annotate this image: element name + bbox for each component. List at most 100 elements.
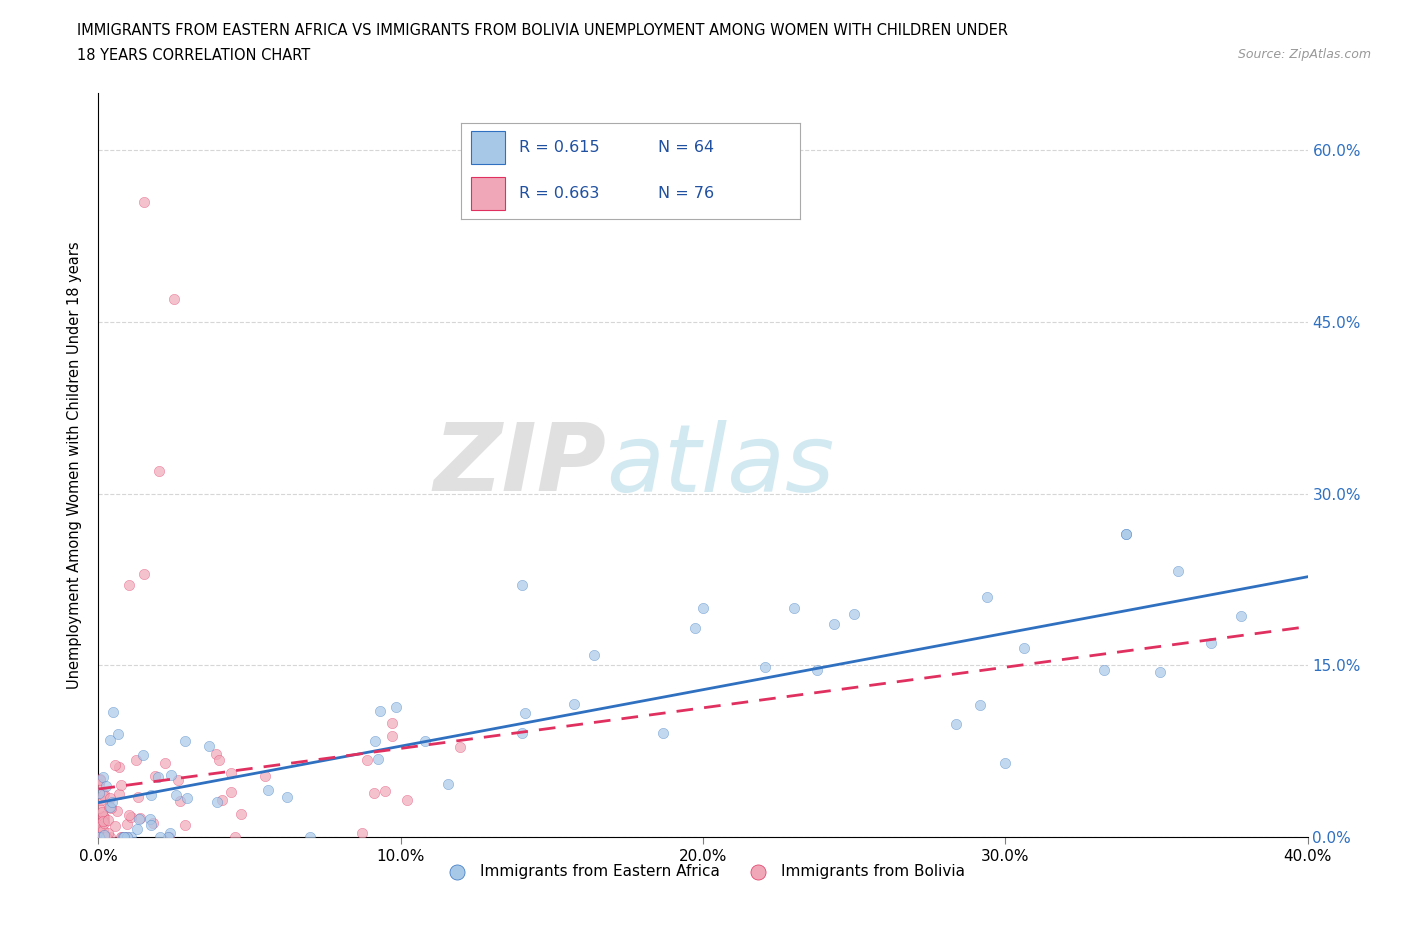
Point [98,830,121,844]
Point [299,830,322,844]
Point [107,726,129,741]
Point [91,823,114,838]
Point [128,811,150,826]
Point [783,601,806,616]
Point [385,700,408,715]
Point [139,812,162,827]
Point [363,786,385,801]
Point [562,697,585,711]
Point [89,773,111,788]
Point [98,790,121,805]
Point [173,817,195,832]
Point [381,716,404,731]
Point [396,792,419,807]
Point [89,772,111,787]
Point [221,765,243,780]
Point [1115,526,1137,541]
Point [169,793,191,808]
Point [211,792,233,807]
Point [157,830,180,844]
Point [1230,608,1253,623]
Point [204,747,226,762]
Point [844,606,866,621]
Point [98,800,121,815]
Point [157,830,180,844]
Point [823,617,845,631]
Point [132,194,155,209]
Text: IMMIGRANTS FROM EASTERN AFRICA VS IMMIGRANTS FROM BOLIVIA UNEMPLOYMENT AMONG WOM: IMMIGRANTS FROM EASTERN AFRICA VS IMMIGR… [77,23,1008,38]
Point [159,767,181,782]
Point [118,578,141,592]
Point [127,790,149,804]
Point [93,809,115,824]
Point [364,734,387,749]
Point [91,805,114,820]
Point [93,830,115,844]
Point [93,830,115,844]
Point [97,813,120,828]
Text: ZIP: ZIP [433,419,606,511]
Point [368,703,391,718]
Point [93,786,115,801]
Point [89,813,111,828]
Point [139,818,162,833]
Point [1167,564,1189,578]
Point [582,648,605,663]
Point [437,777,460,791]
Point [91,830,114,844]
Point [155,755,177,770]
Point [87,801,110,816]
Point [165,788,187,803]
Point [1149,665,1171,680]
Point [93,828,115,843]
Point [120,809,142,824]
Point [1014,640,1036,655]
Point [110,830,132,844]
Text: atlas: atlas [606,419,835,511]
Point [381,728,404,743]
Point [149,830,172,844]
Point [173,734,195,749]
Point [91,814,114,829]
Point [253,768,276,783]
Point [652,725,675,740]
Point [256,782,278,797]
Point [107,760,129,775]
Point [93,830,115,844]
Point [159,825,181,840]
Text: 18 YEARS CORRELATION CHART: 18 YEARS CORRELATION CHART [77,48,311,63]
Point [1094,662,1116,677]
Point [91,788,114,803]
Point [103,704,125,719]
Point [91,830,114,844]
Point [89,830,111,844]
Point [197,739,219,754]
Point [754,659,776,674]
Point [167,772,190,787]
Point [1199,635,1222,650]
Point [112,830,135,844]
Point [146,769,169,784]
Point [276,790,298,804]
Point [692,601,714,616]
Point [98,733,121,748]
Point [87,830,110,844]
Point [129,811,152,826]
Point [449,739,471,754]
Point [205,794,228,809]
Point [94,779,117,794]
Point [112,830,135,844]
Point [98,799,121,814]
Point [148,463,170,478]
Point [115,830,138,844]
Point [100,801,122,816]
Point [510,725,533,740]
Point [127,821,149,836]
Point [89,785,111,800]
Point [104,758,127,773]
Point [96,830,118,844]
Point [91,815,114,830]
Point [118,807,141,822]
Point [969,698,991,712]
Text: Source: ZipAtlas.com: Source: ZipAtlas.com [1237,48,1371,61]
